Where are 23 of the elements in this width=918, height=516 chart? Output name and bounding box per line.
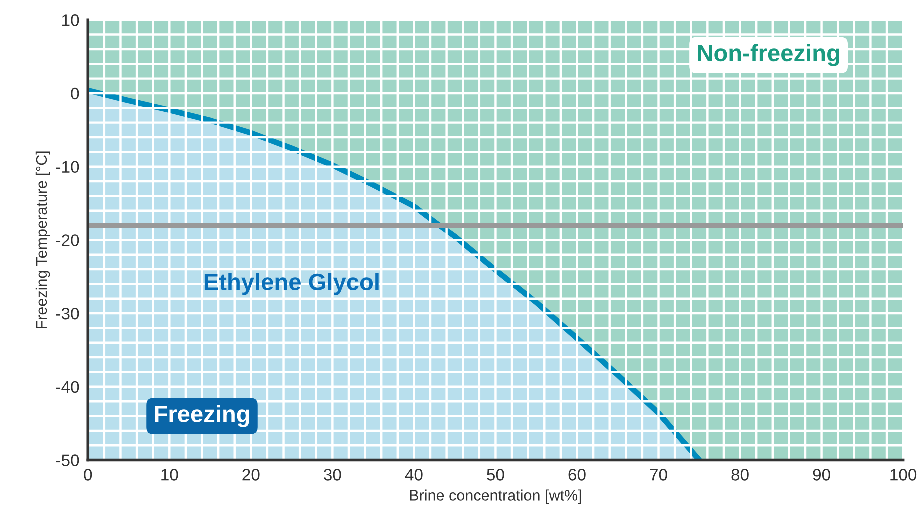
x-tick-label: 100 — [890, 469, 917, 481]
y-tick-label: -50 — [56, 454, 80, 466]
y-tick-label: -20 — [56, 234, 80, 246]
x-tick-label: 70 — [650, 469, 668, 481]
y-tick-label: 10 — [62, 14, 80, 26]
series-label: Ethylene Glycol — [204, 273, 379, 296]
y-tick-label: -40 — [56, 381, 80, 394]
x-tick-label: 30 — [324, 469, 342, 481]
x-axis-title: Brine concentration [wt%] — [410, 490, 582, 504]
x-tick-label: 10 — [162, 469, 178, 481]
y-tick-label: -30 — [56, 308, 80, 320]
y-tick-label: 0 — [71, 88, 80, 100]
x-tick-label: 60 — [568, 469, 586, 481]
x-tick-label: 90 — [813, 469, 830, 481]
y-tick-label: -10 — [56, 161, 80, 174]
y-axis-title: Freezing Temperature [°C] — [36, 152, 50, 328]
x-tick-label: 50 — [487, 469, 504, 481]
x-tick-label: 80 — [732, 469, 749, 481]
x-tick-label: 0 — [84, 469, 92, 481]
annotation: Freezing — [155, 405, 250, 428]
x-tick-label: 20 — [242, 469, 260, 481]
annotation: Non-freezing — [698, 44, 840, 66]
x-tick-label: 40 — [405, 469, 423, 481]
